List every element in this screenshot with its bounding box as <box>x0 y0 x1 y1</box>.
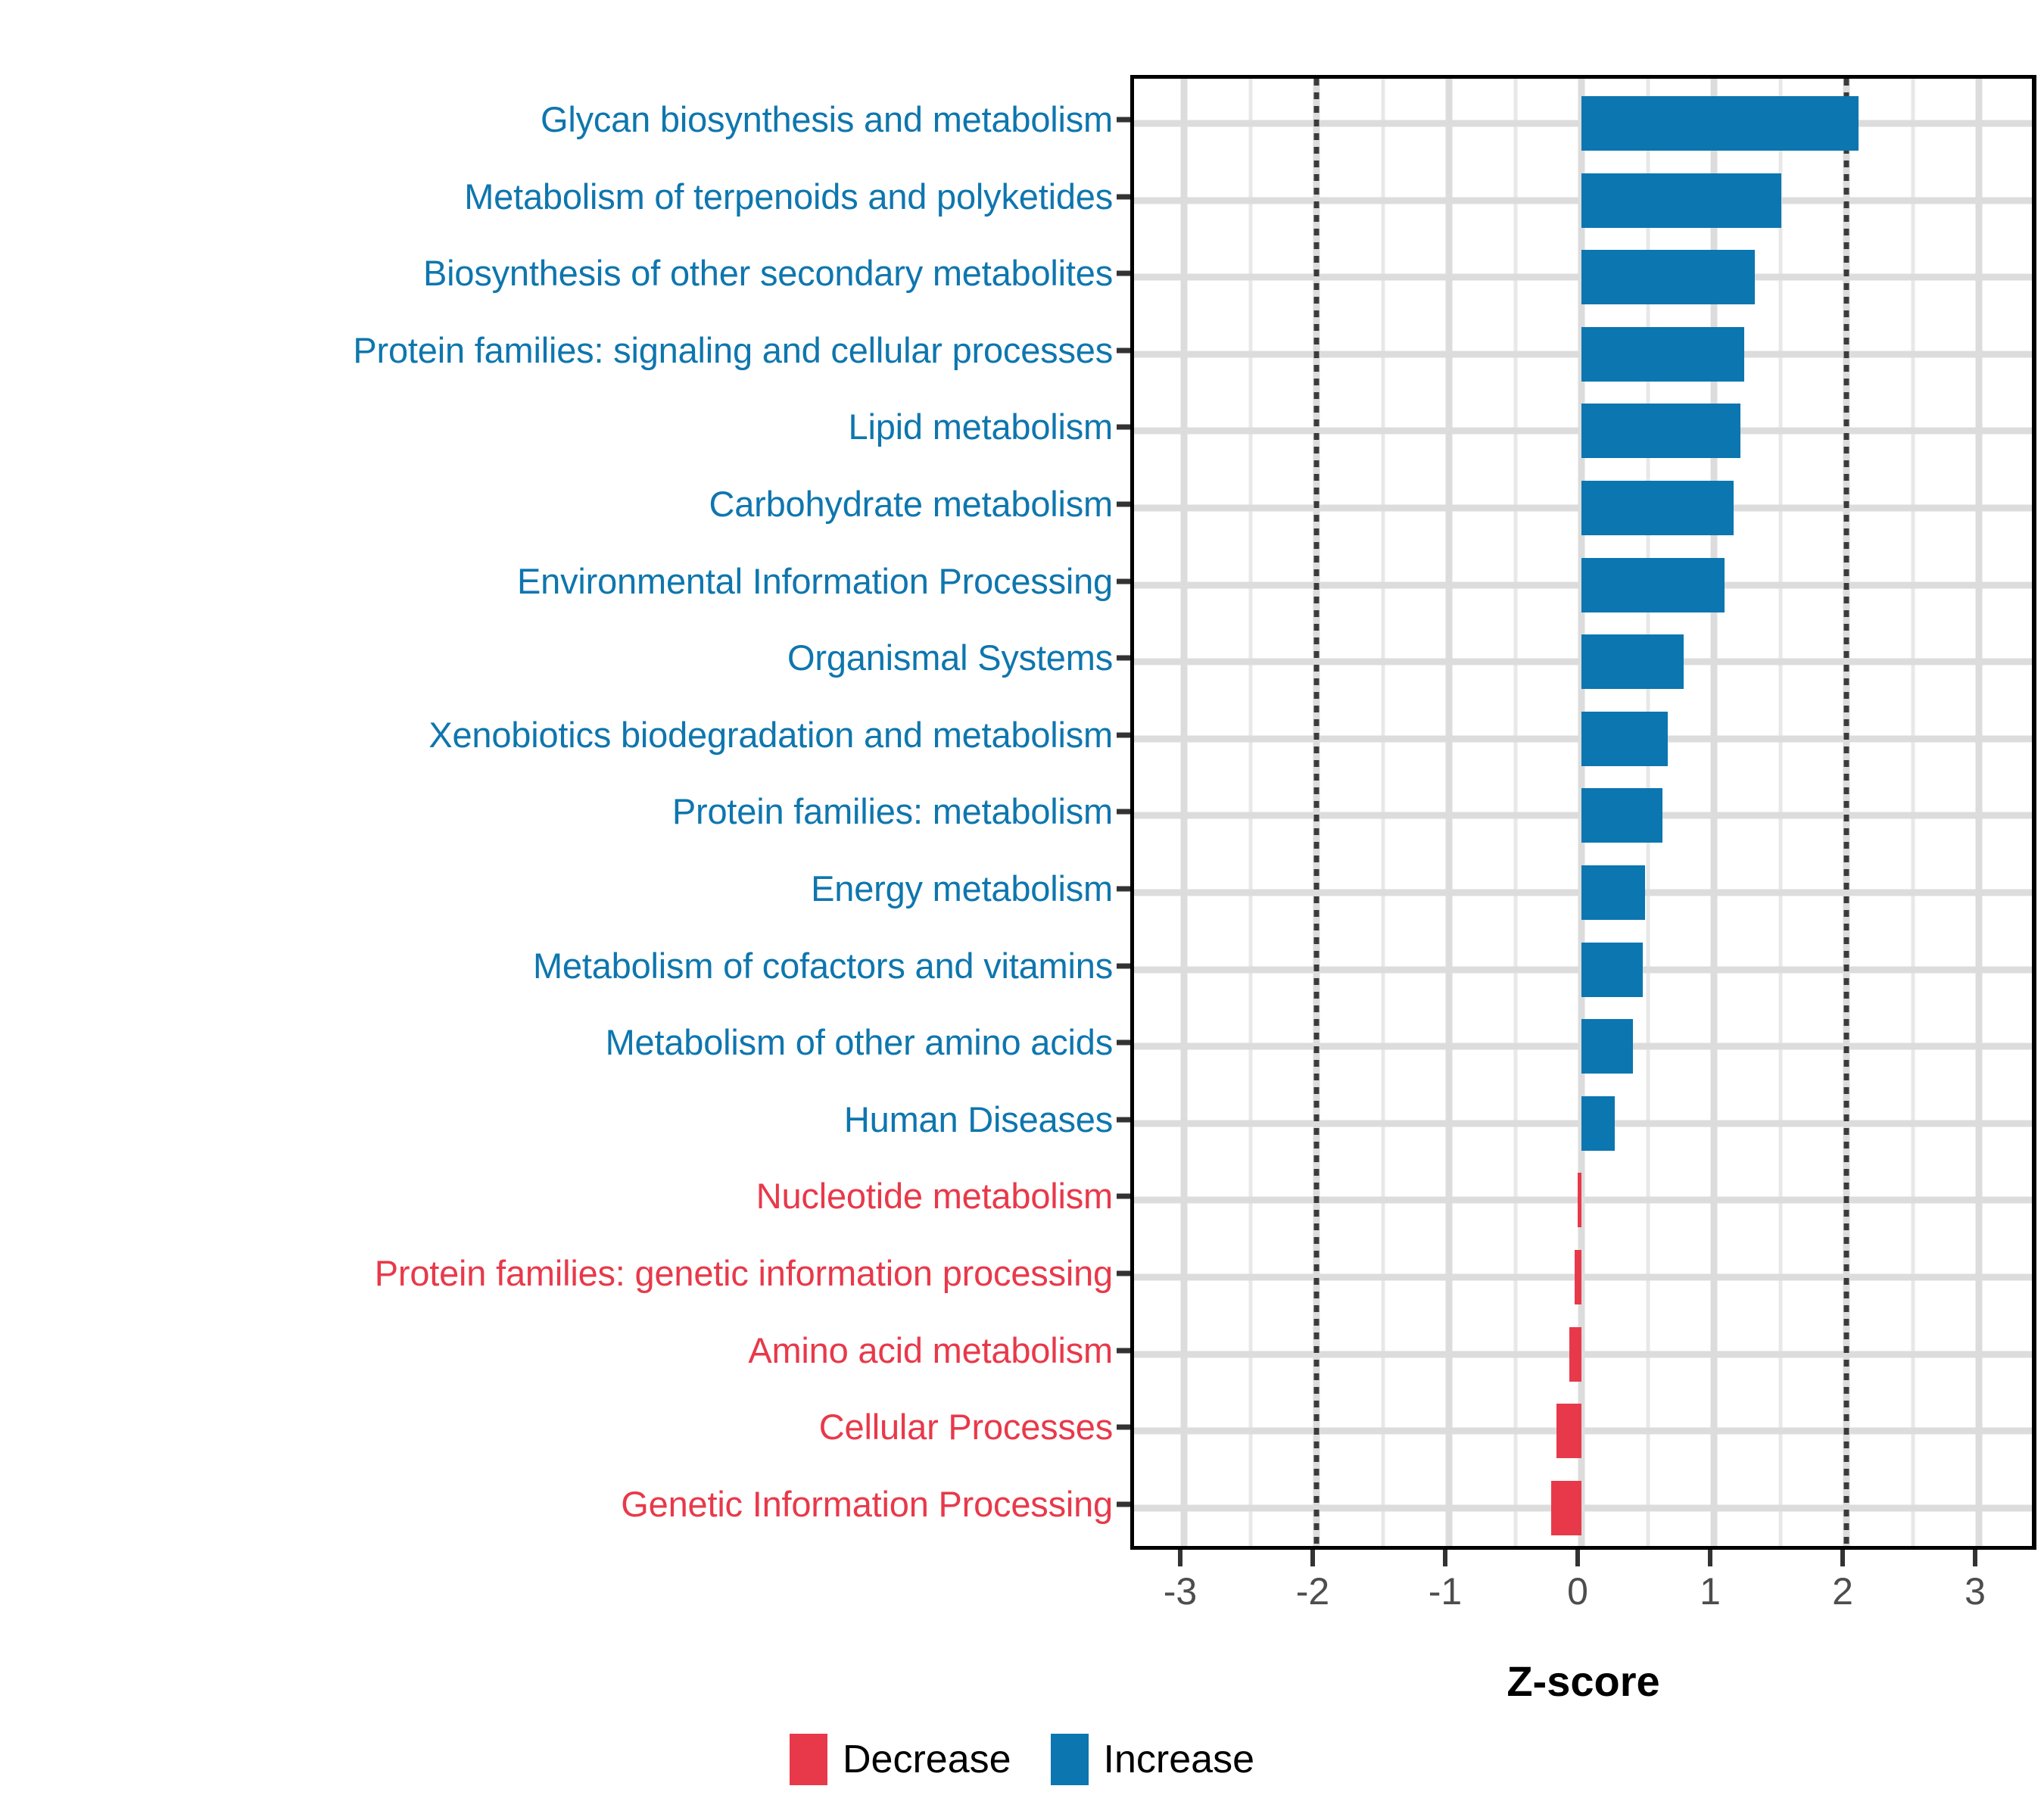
bar <box>1581 711 1668 766</box>
bar <box>1581 326 1745 382</box>
bar <box>1581 1095 1615 1151</box>
y-axis-category-label: Genetic Information Processing <box>621 1483 1113 1524</box>
y-axis-category-label: Nucleotide metabolism <box>756 1176 1113 1217</box>
legend-item[interactable]: Decrease <box>789 1734 1011 1785</box>
y-axis-tick <box>1117 655 1130 661</box>
x-axis-tick-label: 0 <box>1567 1570 1588 1613</box>
horizontal-gridline <box>1134 1273 2032 1281</box>
y-axis-tick <box>1117 1039 1130 1046</box>
plot-panel <box>1130 75 2036 1550</box>
y-axis-category-label: Organismal Systems <box>787 637 1113 678</box>
x-axis-tick <box>1708 1550 1712 1566</box>
y-axis-tick <box>1117 886 1130 892</box>
legend-swatch-increase <box>1050 1734 1089 1785</box>
y-axis-tick <box>1117 348 1130 354</box>
legend-swatch-decrease <box>789 1734 827 1785</box>
y-axis-category-label: Biosynthesis of other secondary metaboli… <box>423 253 1113 294</box>
y-axis-tick <box>1117 1501 1130 1507</box>
y-axis-tick <box>1117 1270 1130 1276</box>
x-axis-tick-label: 2 <box>1832 1570 1853 1613</box>
legend-label: Decrease <box>842 1738 1011 1781</box>
y-axis-tick <box>1117 270 1130 276</box>
y-axis-category-label: Protein families: genetic information pr… <box>374 1253 1113 1293</box>
bar <box>1550 1480 1581 1535</box>
legend: Decrease Increase <box>0 1734 2044 1785</box>
y-axis-category-label: Protein families: signaling and cellular… <box>353 329 1113 370</box>
y-axis-category-label: Lipid metabolism <box>848 407 1114 447</box>
bar <box>1581 865 1645 920</box>
x-axis-tick <box>1310 1550 1315 1566</box>
y-axis-tick <box>1117 732 1130 738</box>
y-axis-category-label: Xenobiotics biodegradation and metabolis… <box>428 714 1113 755</box>
y-axis-tick <box>1117 1117 1130 1123</box>
y-axis-tick <box>1117 578 1130 584</box>
bar <box>1581 557 1725 612</box>
x-axis-tick <box>1178 1550 1182 1566</box>
x-axis: -3 -2 -1 0 1 2 3 <box>1130 1550 2036 1641</box>
reference-line <box>1843 79 1849 1546</box>
bar <box>1569 1326 1581 1382</box>
y-axis-category-label: Energy metabolism <box>811 868 1113 908</box>
x-axis-tick <box>1973 1550 1977 1566</box>
bar <box>1556 1404 1581 1459</box>
bar <box>1581 1019 1634 1074</box>
plot-area <box>1134 79 2032 1546</box>
y-axis-category-label: Human Diseases <box>843 1099 1113 1139</box>
bar <box>1575 1250 1581 1304</box>
bar <box>1581 250 1756 305</box>
y-axis-category-label: Carbohydrate metabolism <box>709 484 1113 524</box>
y-axis-category-label: Metabolism of terpenoids and polyketides <box>464 176 1113 217</box>
horizontal-gridline <box>1134 1504 2032 1512</box>
bar <box>1581 634 1684 690</box>
y-axis-tick <box>1117 501 1130 507</box>
x-axis-tick <box>1575 1550 1580 1566</box>
legend-label: Increase <box>1103 1738 1254 1781</box>
bar <box>1581 942 1643 997</box>
x-axis-tick-label: -2 <box>1295 1570 1330 1613</box>
bar <box>1581 788 1662 843</box>
y-axis-category-label: Cellular Processes <box>818 1407 1113 1448</box>
bar <box>1577 1173 1581 1228</box>
x-axis-tick-label: 1 <box>1700 1570 1721 1613</box>
y-axis-tick <box>1117 117 1130 123</box>
bar <box>1581 481 1734 535</box>
horizontal-gridline <box>1134 1427 2032 1435</box>
x-axis-tick <box>1443 1550 1447 1566</box>
bar <box>1581 404 1740 459</box>
horizontal-gridline <box>1134 1351 2032 1358</box>
y-axis-tick <box>1117 1348 1130 1354</box>
y-axis-category-label: Glycan biosynthesis and metabolism <box>540 99 1113 139</box>
x-axis-tick <box>1840 1550 1845 1566</box>
x-axis-tick-label: 3 <box>1965 1570 1986 1613</box>
y-axis-tick <box>1117 963 1130 969</box>
y-axis-category-label: Amino acid metabolism <box>748 1329 1113 1370</box>
x-axis-tick-label: -3 <box>1163 1570 1198 1613</box>
bar <box>1581 173 1782 228</box>
y-axis-tick <box>1117 424 1130 430</box>
y-axis-category-label: Metabolism of other amino acids <box>605 1022 1114 1063</box>
y-axis-category-label: Environmental Information Processing <box>517 560 1113 601</box>
bar <box>1581 96 1859 151</box>
y-axis-category-label: Metabolism of cofactors and vitamins <box>532 945 1113 986</box>
y-axis-tick <box>1117 194 1130 200</box>
y-axis-category-label: Protein families: metabolism <box>671 791 1113 832</box>
x-axis-title: Z-score <box>1507 1657 1660 1705</box>
horizontal-gridline <box>1134 1196 2032 1204</box>
y-axis-tick <box>1117 1424 1130 1430</box>
x-axis-tick-label: -1 <box>1428 1570 1463 1613</box>
legend-item[interactable]: Increase <box>1050 1734 1254 1785</box>
reference-line <box>1313 79 1320 1546</box>
y-axis-tick <box>1117 1193 1130 1199</box>
y-axis-labels: Glycan biosynthesis and metabolism Metabo… <box>0 75 1130 1550</box>
y-axis-tick <box>1117 809 1130 815</box>
